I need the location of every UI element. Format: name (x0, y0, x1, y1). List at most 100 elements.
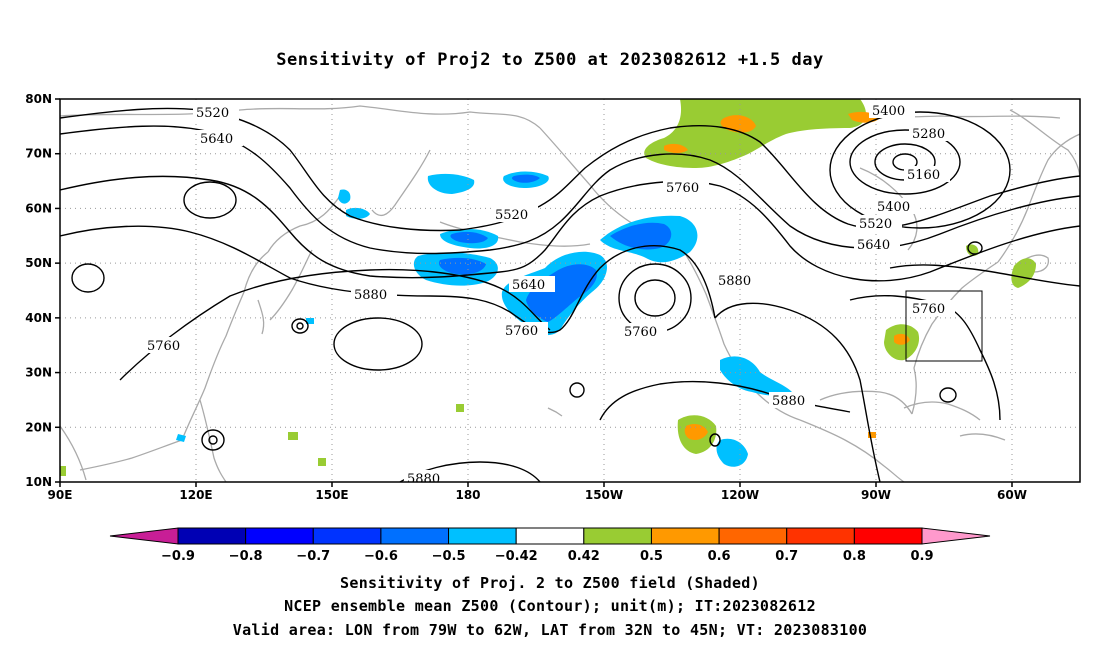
neg-region-alaska-gulf-core (610, 222, 672, 250)
neg-region-arctic-core (511, 174, 540, 183)
high-philippines (201, 429, 225, 451)
coastline-hawaii (547, 407, 563, 417)
colorbar-label: 0.8 (843, 549, 866, 564)
coastline-greenland (1009, 109, 1080, 181)
colorbar-segment (312, 527, 382, 545)
contour-label: 5760 (912, 302, 945, 317)
coastline-newfoundland (1019, 254, 1050, 273)
lon-tick-label: 60W (997, 488, 1027, 502)
colorbar-label: −0.42 (495, 549, 538, 564)
colorbar: −0.9 −0.8 −0.7 −0.6 −0.5 −0.42 0.42 0.5 0.6 0.7 0.… (109, 527, 991, 564)
pos-region-east-canada (1011, 258, 1036, 288)
colorbar-segment (245, 527, 314, 545)
lon-tick-label: 150W (585, 488, 623, 502)
contour-ridge-east-1 (849, 294, 1001, 421)
contour-5520-lower (60, 225, 716, 334)
neg-region-japan-speck (306, 318, 314, 324)
high-philippines-inner (208, 435, 218, 445)
closed-contours (71, 111, 1011, 451)
lon-tick-label: 120W (721, 488, 759, 502)
coastline-japan (269, 249, 313, 321)
lat-tick-label: 40N (25, 311, 52, 325)
coastline-na-west (679, 245, 801, 421)
contour-label: 5640 (512, 278, 545, 293)
contour-label: 5280 (912, 127, 945, 142)
contour-label: 5520 (495, 208, 528, 223)
colorbar-segment (786, 527, 855, 545)
pos-region-pacific-speck (456, 404, 464, 412)
lat-tick-label: 50N (25, 256, 52, 270)
lon-tick-label: 120E (179, 488, 212, 502)
colorbar-label: −0.9 (161, 549, 195, 564)
high-japan-inner (296, 322, 304, 330)
contour-ridge-east-2 (889, 264, 1080, 287)
contour-label: 5880 (354, 288, 387, 303)
coastline-central-america (799, 419, 905, 482)
colorbar-segment (583, 527, 652, 545)
colorbar-label: 0.42 (568, 549, 600, 564)
contour-label: 5640 (200, 132, 233, 147)
colorbar-label: −0.7 (296, 549, 330, 564)
colorbar-label: 0.9 (910, 549, 933, 564)
pos-region-canada-orange-2 (664, 143, 688, 153)
coastline-philippines (199, 399, 227, 482)
colorbar-arrow-low (109, 527, 179, 545)
latitude-axis: 80N 70N 60N 50N 40N 30N 20N 10N (25, 92, 60, 489)
caption-line-3: Valid area: LON from 79W to 62W, LAT fro… (232, 621, 868, 639)
neg-region-kamchatka (338, 189, 351, 204)
coastlines (60, 105, 1080, 482)
pos-region-newfoundland (966, 244, 979, 256)
positive-sensitivity-regions (60, 99, 1036, 476)
colorbar-label: −0.6 (364, 549, 398, 564)
colorbar-segment (515, 527, 585, 545)
pos-region-indo-speck (60, 466, 66, 476)
valid-area-box (905, 290, 983, 362)
coastline-asia-north (60, 105, 541, 129)
neg-region-pacific-speck (176, 434, 186, 442)
low-ring-5400 (829, 111, 1011, 229)
neg-region-north-pacific-core (438, 257, 486, 275)
coastline-china-south (79, 439, 183, 471)
lat-tick-label: 30N (25, 366, 52, 380)
high-mexico (709, 433, 721, 447)
high-japan (291, 318, 309, 334)
colorbar-segment (853, 527, 923, 545)
contour-label: 5880 (718, 274, 751, 289)
contour-label: 5760 (505, 324, 538, 339)
lat-tick-label: 80N (25, 92, 52, 106)
coastline-india (60, 425, 87, 481)
lon-tick-label: 90W (861, 488, 891, 502)
high-east-canada (967, 241, 983, 255)
coastline-kamchatka (371, 149, 431, 217)
pos-region-japan-speck (288, 432, 298, 440)
high-hawaii (569, 382, 585, 398)
lon-tick-label: 150E (315, 488, 348, 502)
coastline-aleutians (439, 221, 591, 247)
lat-tick-label: 20N (25, 420, 52, 434)
contour-label: 5880 (772, 394, 805, 409)
coastline-cuba (903, 401, 981, 421)
high-siberia (71, 263, 105, 293)
pos-region-canada-arctic (644, 99, 866, 168)
colorbar-segment (448, 527, 517, 545)
colorbar-segment (380, 527, 450, 545)
coastline-russia-east (267, 195, 341, 253)
colorbar-segment (650, 527, 720, 545)
caption-line-1: Sensitivity of Proj. 2 to Z500 field (Sh… (340, 574, 760, 592)
high-pacific-central-inner (634, 279, 676, 317)
high-west-pacific (333, 317, 423, 371)
neg-region-trough-core (526, 264, 597, 322)
contour-label: 5760 (666, 181, 699, 196)
contour-label: 5640 (857, 238, 890, 253)
contour-label: 5520 (196, 106, 229, 121)
contour-5760-north (60, 175, 1080, 282)
longitude-axis: 90E 120E 150E 180 150W 120W 90W 60W (48, 482, 1027, 502)
lon-tick-label: 90E (48, 488, 73, 502)
map-frame (59, 98, 1081, 483)
coastline-caribbean (959, 433, 1006, 441)
contour-label: 5400 (877, 200, 910, 215)
contour-5880-main (119, 268, 881, 482)
contour-label: 5880 (407, 472, 440, 487)
coastline-korea (257, 299, 265, 335)
contour-label: 5400 (872, 104, 905, 119)
